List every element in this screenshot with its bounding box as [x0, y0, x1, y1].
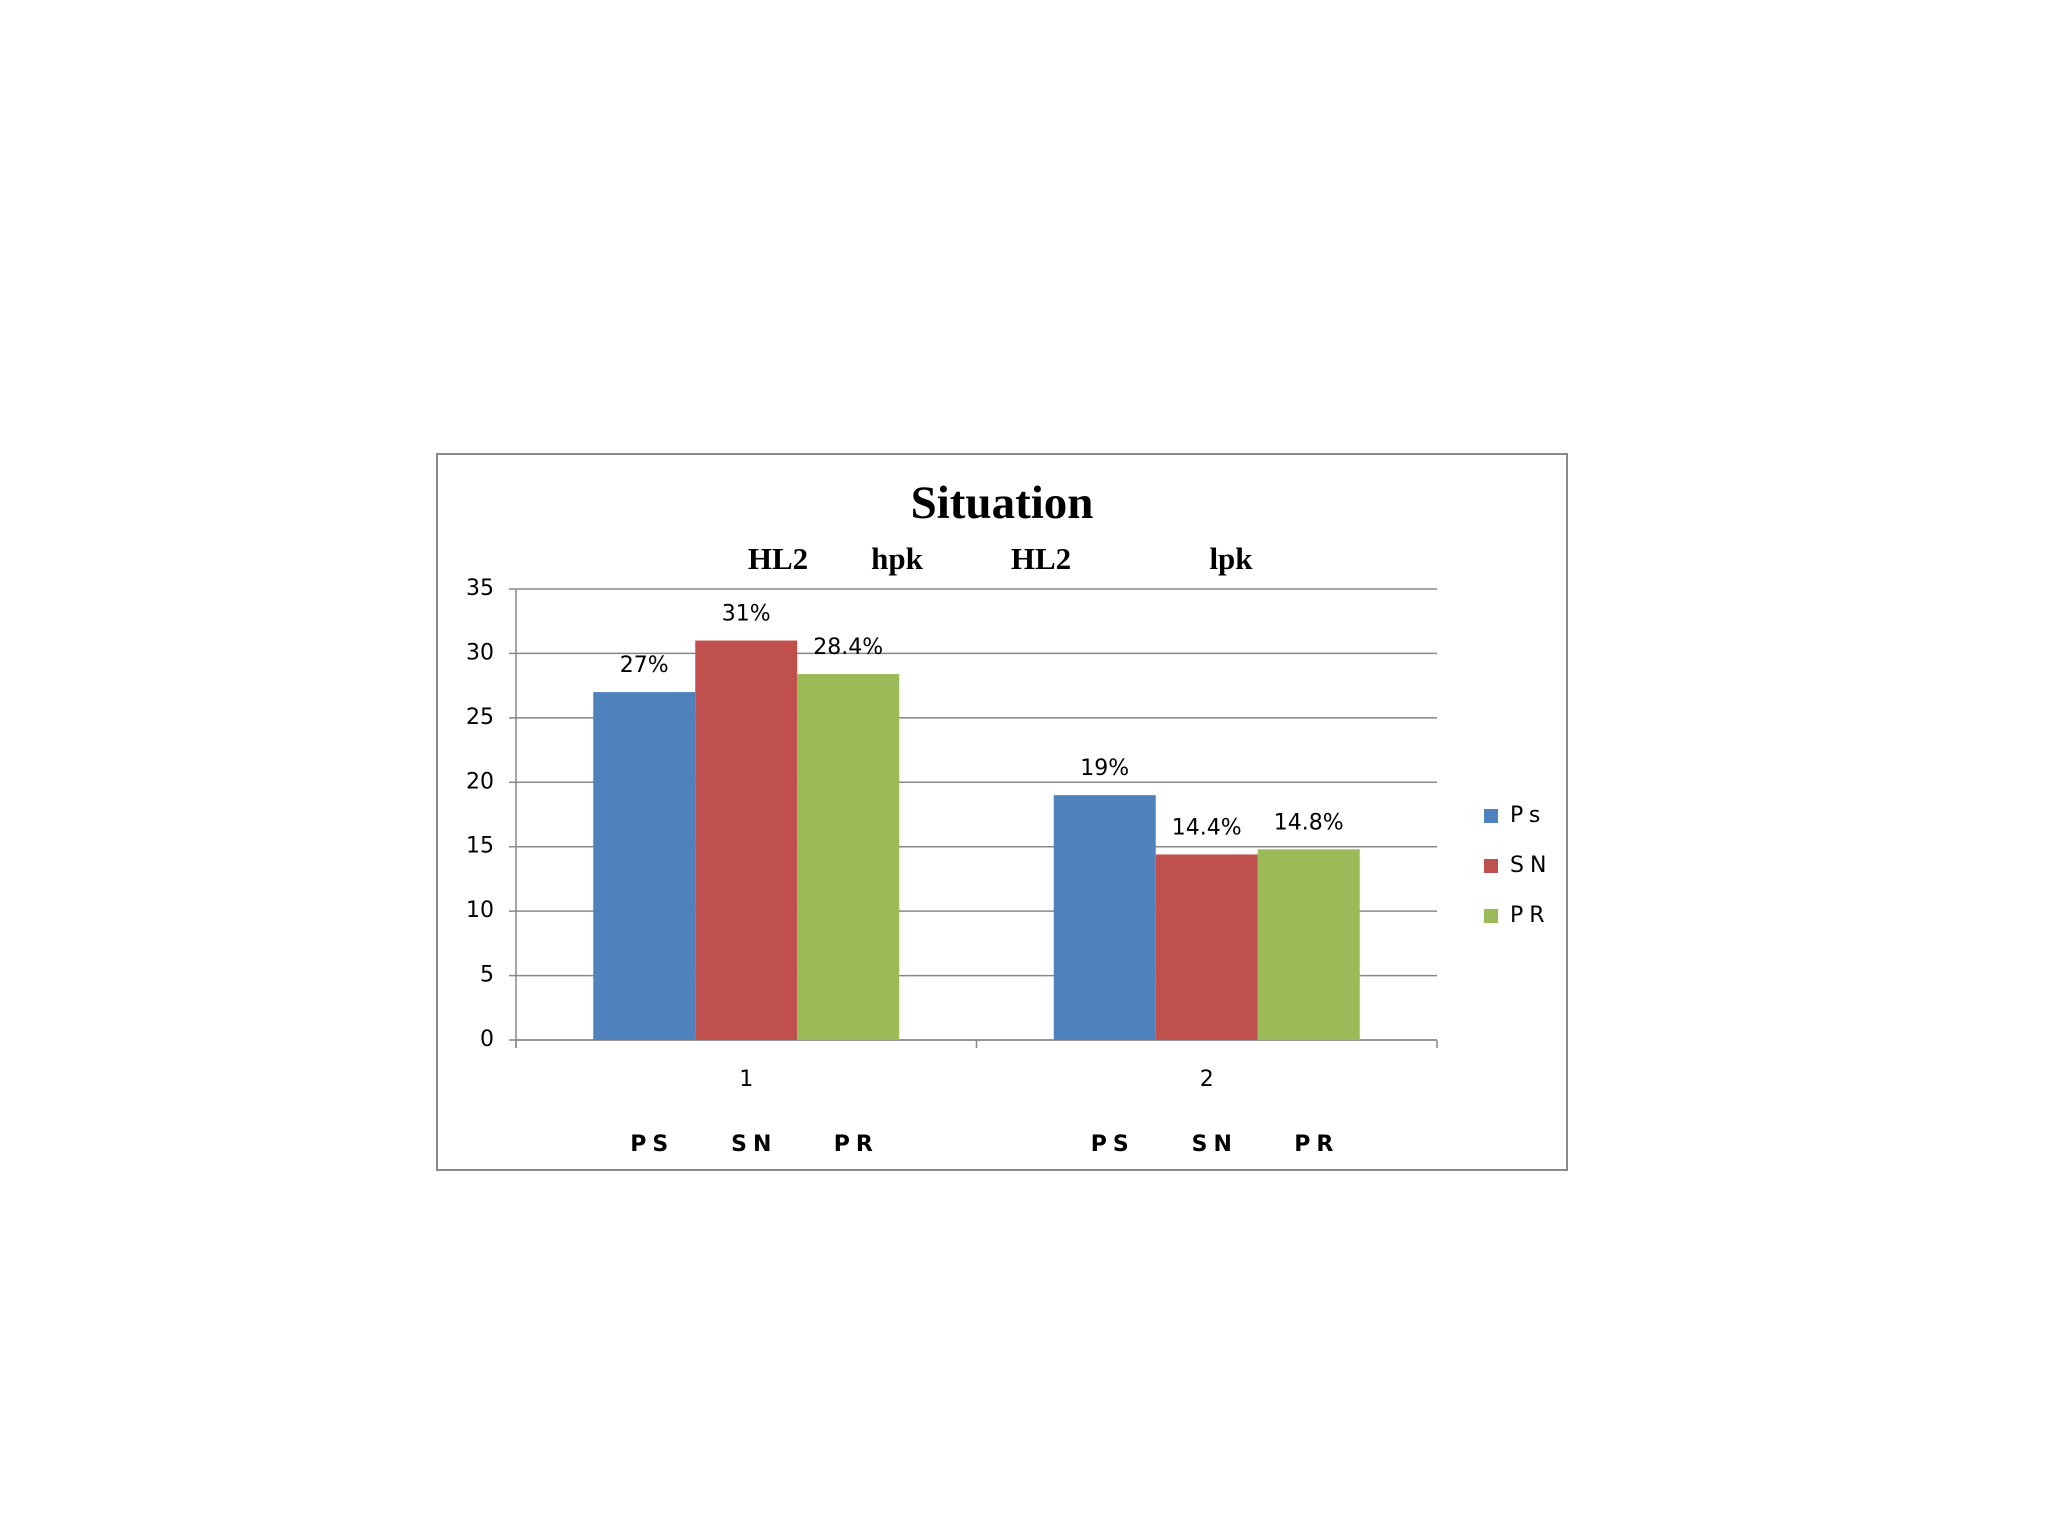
bar	[593, 692, 696, 1040]
group-label: PS	[630, 1132, 674, 1157]
group-label: PS	[1091, 1132, 1135, 1157]
bar	[695, 640, 798, 1040]
annotation: hpk	[871, 541, 923, 576]
y-tick-label: 5	[480, 963, 494, 988]
y-tick-label: 30	[466, 640, 494, 665]
legend-swatch	[1484, 909, 1498, 923]
x-tick-label: 1	[739, 1067, 753, 1092]
chart-title: Situation	[911, 477, 1094, 529]
annotation: HL2	[748, 541, 808, 576]
group-label: PR	[834, 1132, 879, 1157]
bar	[1053, 795, 1156, 1040]
bar	[797, 674, 900, 1040]
y-tick-label: 25	[466, 705, 494, 730]
x-tick-label: 2	[1200, 1067, 1214, 1092]
value-label: 14.8%	[1274, 810, 1344, 835]
legend-label: PR	[1510, 903, 1551, 928]
y-tick-label: 15	[466, 834, 494, 859]
group-label: SN	[731, 1132, 777, 1157]
y-tick-label: 20	[466, 769, 494, 794]
legend-swatch	[1484, 809, 1498, 823]
y-tick-label: 35	[466, 576, 494, 601]
y-tick-label: 10	[466, 898, 494, 923]
group-label: PR	[1294, 1132, 1339, 1157]
value-label: 31%	[722, 602, 771, 627]
annotation: HL2	[1011, 541, 1071, 576]
legend-label: SN	[1510, 853, 1552, 878]
annotation: lpk	[1209, 541, 1253, 576]
bar	[1155, 854, 1258, 1040]
value-label: 28.4%	[813, 635, 883, 660]
group-label: SN	[1192, 1132, 1238, 1157]
value-label: 19%	[1080, 756, 1129, 781]
value-label: 14.4%	[1172, 815, 1242, 840]
bar	[1257, 849, 1360, 1040]
legend-swatch	[1484, 859, 1498, 873]
y-tick-label: 0	[480, 1027, 494, 1052]
legend-label: Ps	[1510, 803, 1546, 828]
value-label: 27%	[620, 653, 669, 678]
